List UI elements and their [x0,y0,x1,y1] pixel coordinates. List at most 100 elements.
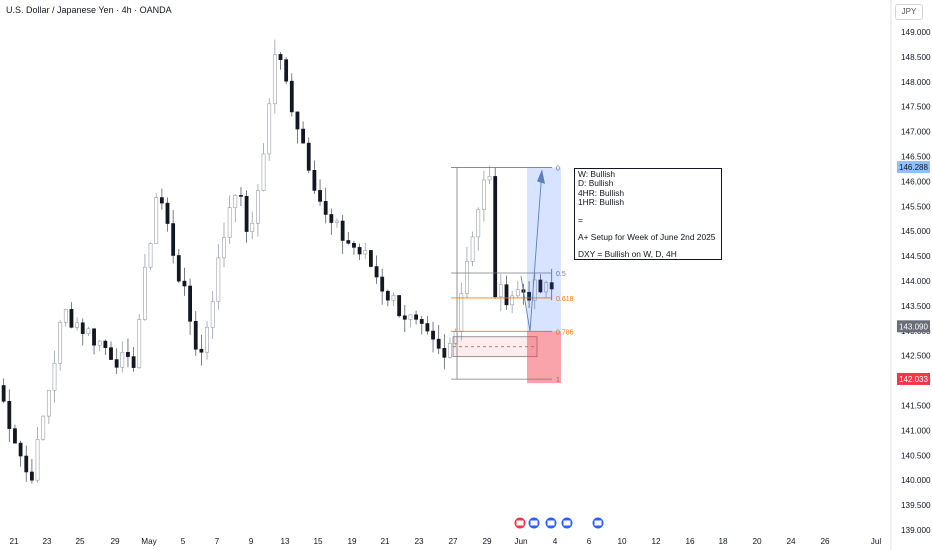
candle-body [250,222,255,232]
x-tick-label: 12 [651,537,661,546]
x-tick-label: 20 [752,537,762,546]
candle-body [148,243,153,268]
note-line-4hr: 4HR: Bullish [578,187,625,198]
x-tick-label: Jun [514,537,528,546]
projection-path [520,170,543,332]
candle-body [103,340,108,348]
price-label-bg [897,320,930,333]
candle-body [301,128,306,144]
candle-body [498,284,503,298]
candle-body [470,236,475,262]
candle-body [63,309,68,323]
x-tick-label: 23 [414,537,424,546]
candle-body [58,321,63,364]
candle-body [538,279,543,293]
candle-body [363,250,368,255]
candle-body [35,439,40,481]
candle-body [493,176,498,298]
y-tick-label: 140.500 [901,451,931,460]
x-tick-label: 9 [249,537,254,546]
candle-body [340,220,345,241]
event-flag-stripe [530,520,538,526]
candle-body [357,247,362,255]
candle-body [318,190,322,202]
x-tick-label: Jul [871,537,882,546]
candle-body [7,400,12,429]
candle-body [143,266,147,320]
candle-body [86,328,91,334]
x-tick-label: 15 [313,537,323,546]
x-tick-label: 10 [617,537,627,546]
symbol-title[interactable]: U.S. Dollar / Japanese Yen · 4h · OANDA [6,5,172,15]
candle-body [126,352,130,357]
price-label: 146.288 [899,163,928,172]
candle-body [465,261,469,294]
candle-body [385,290,390,301]
candle-body [408,314,413,320]
event-flag-stripe [563,520,571,526]
x-tick-label: 5 [181,537,186,546]
candle-body [182,280,187,287]
analysis-note[interactable]: W: Bullish D: Bullish 4HR: Bullish 1HR: … [574,168,722,260]
candle-body [329,214,334,223]
candle-body [272,54,277,105]
price-label-bg [897,161,930,174]
currency-badge[interactable]: JPY [895,4,923,20]
event-flag-stripe [516,520,524,526]
x-tick-label: 16 [685,537,695,546]
candle-body [459,293,464,332]
candle-body [352,243,356,248]
candle-body [380,276,385,292]
candle-body [92,328,96,346]
candle-body [510,295,515,306]
candle-body [244,195,249,232]
x-tick-label: 29 [110,537,120,546]
candle-body [289,80,294,113]
candle-body [41,415,46,440]
fib-level-label: 0.786 [556,329,574,336]
candle-body [216,257,221,302]
price-label-bg [897,372,930,385]
y-tick-label: 139.000 [901,526,931,535]
candle-body [176,255,181,282]
candle-body [114,359,119,368]
candle-body [481,179,486,211]
y-tick-label: 145.000 [901,227,931,236]
note-separator: = [578,214,583,225]
candle-body [312,170,317,191]
note-line-1hr: 1HR: Bullish [578,197,625,208]
x-tick-label: 13 [280,537,290,546]
candle-body [222,237,226,259]
candle-body [267,103,272,155]
y-tick-label: 139.500 [901,501,931,510]
candle-body [18,442,23,457]
y-tick-label: 148.500 [901,53,931,62]
x-tick-label: 18 [718,537,728,546]
position-target-zone [527,167,561,332]
note-setup: A+ Setup for Week of June 2nd 2025 [578,232,716,243]
candle-body [284,59,289,82]
candle-body [397,295,402,317]
price-label: 143.090 [899,322,928,331]
x-tick-label: 24 [786,537,796,546]
note-line-weekly: W: Bullish [578,169,616,179]
candle-body [436,338,441,349]
candle-body [120,352,125,368]
candle-body [154,197,159,244]
candle-body [171,223,176,256]
projection-arrowhead [537,169,545,184]
y-tick-label: 145.500 [901,202,931,211]
x-tick-label: 19 [347,537,357,546]
candle-body [75,322,80,328]
y-tick-label: 142.500 [901,352,931,361]
x-tick-label: 29 [482,537,492,546]
candle-body [419,319,424,324]
candle-body [97,340,102,346]
candle-body [131,356,136,368]
candle-body [80,322,85,334]
x-tick-label: 23 [42,537,52,546]
x-tick-label: 4 [553,537,558,546]
y-tick-label: 148.000 [901,78,931,87]
